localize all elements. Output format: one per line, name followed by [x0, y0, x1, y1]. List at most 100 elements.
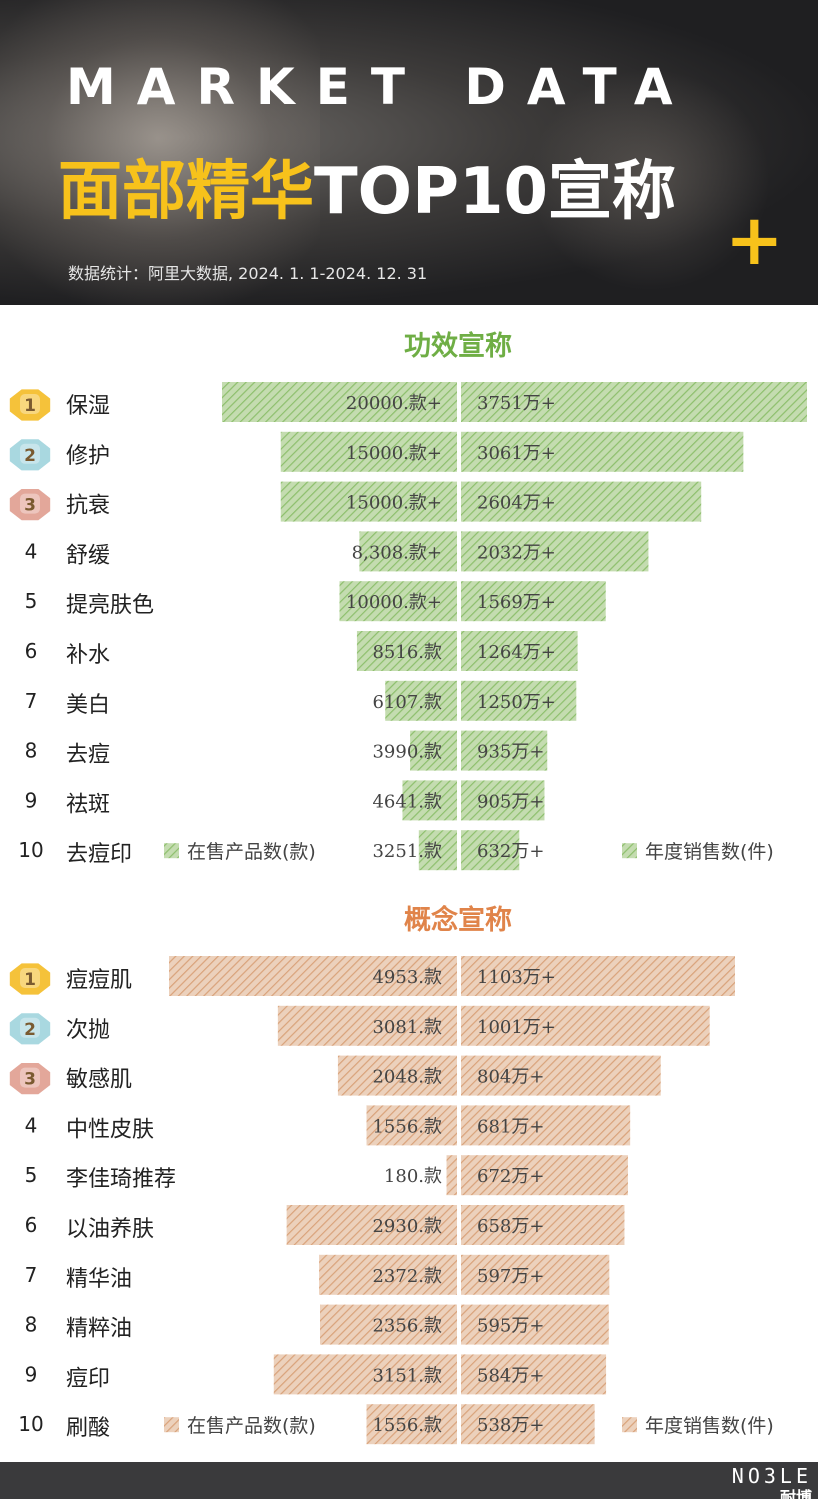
data-label-products: 20000.款+ [346, 393, 442, 414]
data-label-products: 1556.款 [372, 1415, 442, 1436]
rank-number: 10 [18, 838, 43, 862]
bar-sales [461, 1304, 609, 1345]
data-label-products: 2356.款 [372, 1316, 442, 1337]
rank-medal-icon: 2 [7, 1011, 53, 1047]
rank-number: 3 [24, 496, 36, 516]
rank-medal-icon: 3 [7, 1061, 53, 1097]
bar-products [286, 1205, 457, 1245]
rank-number: 8 [25, 1313, 38, 1337]
bar-products [320, 1304, 457, 1345]
rank-number: 4 [25, 1113, 38, 1137]
rank-number: 5 [25, 1163, 38, 1187]
data-label-products: 3081.款 [372, 1017, 442, 1038]
rank-number: 6 [25, 639, 38, 663]
data-label-products: 4641.款 [372, 791, 442, 812]
hero-banner: MARKET DATA 面部精华TOP10宣称 数据统计：阿里大数据, 2024… [0, 0, 818, 305]
bar-products [359, 531, 457, 572]
data-label-sales: 1001万+ [477, 1017, 556, 1038]
bar-sales [461, 1404, 595, 1445]
bar-products [319, 1254, 457, 1295]
chart-row: 3081.款 1001万+ 2 次抛 [7, 1005, 710, 1047]
bar-sales [461, 1005, 710, 1046]
category-label: 精粹油 [66, 1317, 132, 1342]
chart-row: 180.款 672万+ 5 李佳琦推荐 [25, 1155, 628, 1196]
hero-eyebrow: MARKET DATA [66, 58, 694, 116]
category-label: 保湿 [66, 394, 110, 419]
bar-products [385, 680, 457, 721]
data-label-products: 3990.款 [372, 742, 442, 763]
bar-sales [461, 581, 606, 622]
brand-logo-cn: 耐博 [779, 1488, 812, 1507]
rank-number: 2 [24, 446, 36, 466]
chart-row: 1556.款 681万+ 4 中性皮肤 [25, 1105, 631, 1146]
chart-row: 2372.款 597万+ 7 精华油 [25, 1254, 610, 1295]
data-label-products: 8,308.款+ [352, 542, 442, 563]
bar-sales [461, 680, 577, 721]
chart-row: 4953.款 1103万+ 1 痘痘肌 [7, 956, 735, 997]
bar-sales [461, 531, 649, 572]
chart-row: 2930.款 658万+ 6 以油养肤 [25, 1205, 625, 1245]
bar-products [169, 956, 457, 996]
chart-row: 15000.款+ 2604万+ 3 抗衰 [7, 481, 702, 523]
bar-products [222, 382, 457, 422]
bar-sales [461, 1055, 661, 1096]
data-label-sales: 632万+ [477, 841, 544, 862]
category-label: 美白 [66, 693, 110, 718]
category-label: 抗衰 [66, 494, 110, 519]
bar-sales [461, 431, 744, 472]
chart-row: 2048.款 804万+ 3 敏感肌 [7, 1055, 661, 1097]
data-label-products: 2930.款 [372, 1216, 442, 1237]
title-rest: TOP10宣称 [314, 155, 677, 229]
rank-number: 9 [25, 788, 38, 812]
bar-sales [461, 730, 548, 771]
data-label-products: 10000.款+ [346, 592, 442, 613]
bar-sales [461, 1205, 625, 1245]
rank-number: 6 [25, 1213, 38, 1237]
data-label-sales: 2604万+ [477, 493, 556, 514]
chart-concept-claims: 概念宣称 4953.款 1103万+ 1 痘痘肌 3081.款 1001万+ 2 次抛 2048.… [7, 904, 774, 1445]
category-label: 提亮肤色 [66, 593, 154, 618]
rank-medal-icon: 1 [7, 387, 53, 423]
category-label: 去痘 [66, 743, 110, 768]
rank-number: 10 [18, 1412, 43, 1436]
data-label-products: 3251.款 [372, 841, 442, 862]
chart-row: 3251.款 632万+ 10 去痘印 [18, 830, 544, 871]
data-source-note: 数据统计：阿里大数据, 2024. 1. 1-2024. 12. 31 [68, 264, 428, 283]
legend-label: 在售产品数(款) [187, 1415, 316, 1437]
bar-sales [461, 382, 807, 422]
data-label-sales: 658万+ [477, 1216, 544, 1237]
bar-products [418, 830, 457, 871]
data-label-sales: 1250万+ [477, 692, 556, 713]
data-label-sales: 1264万+ [477, 642, 556, 663]
data-label-sales: 595万+ [477, 1316, 544, 1337]
bar-products [277, 1005, 457, 1046]
rank-number: 4 [25, 539, 38, 563]
brand-logo: NO3LE [731, 1464, 812, 1488]
category-label: 修护 [66, 444, 110, 469]
chart-row: 8516.款 1264万+ 6 补水 [25, 631, 578, 671]
legend-products: 在售产品数(款) [164, 841, 316, 863]
chart-row: 20000.款+ 3751万+ 1 保湿 [7, 382, 807, 423]
rank-number: 5 [25, 589, 38, 613]
bar-sales [461, 631, 578, 671]
chart-row: 10000.款+ 1569万+ 5 提亮肤色 [25, 581, 606, 622]
rank-number: 3 [24, 1070, 36, 1090]
data-label-sales: 672万+ [477, 1166, 544, 1187]
bar-sales [461, 1354, 607, 1395]
data-label-sales: 2032万+ [477, 542, 556, 563]
data-label-sales: 1569万+ [477, 592, 556, 613]
rank-number: 9 [25, 1362, 38, 1386]
rank-medal-icon: 3 [7, 487, 53, 523]
bar-products [273, 1354, 457, 1395]
data-label-sales: 905万+ [477, 791, 544, 812]
chart-title: 概念宣称 [404, 904, 512, 936]
category-label: 刷酸 [66, 1416, 110, 1441]
data-label-products: 1556.款 [372, 1116, 442, 1137]
bar-sales [461, 1254, 610, 1295]
data-label-sales: 1103万+ [477, 967, 556, 988]
chart-row: 4641.款 905万+ 9 祛斑 [25, 780, 545, 821]
data-label-products: 6107.款 [372, 692, 442, 713]
legend-sales: 年度销售数(件) [622, 1415, 774, 1437]
data-label-products: 15000.款+ [346, 493, 442, 514]
category-label: 次抛 [66, 1018, 110, 1043]
